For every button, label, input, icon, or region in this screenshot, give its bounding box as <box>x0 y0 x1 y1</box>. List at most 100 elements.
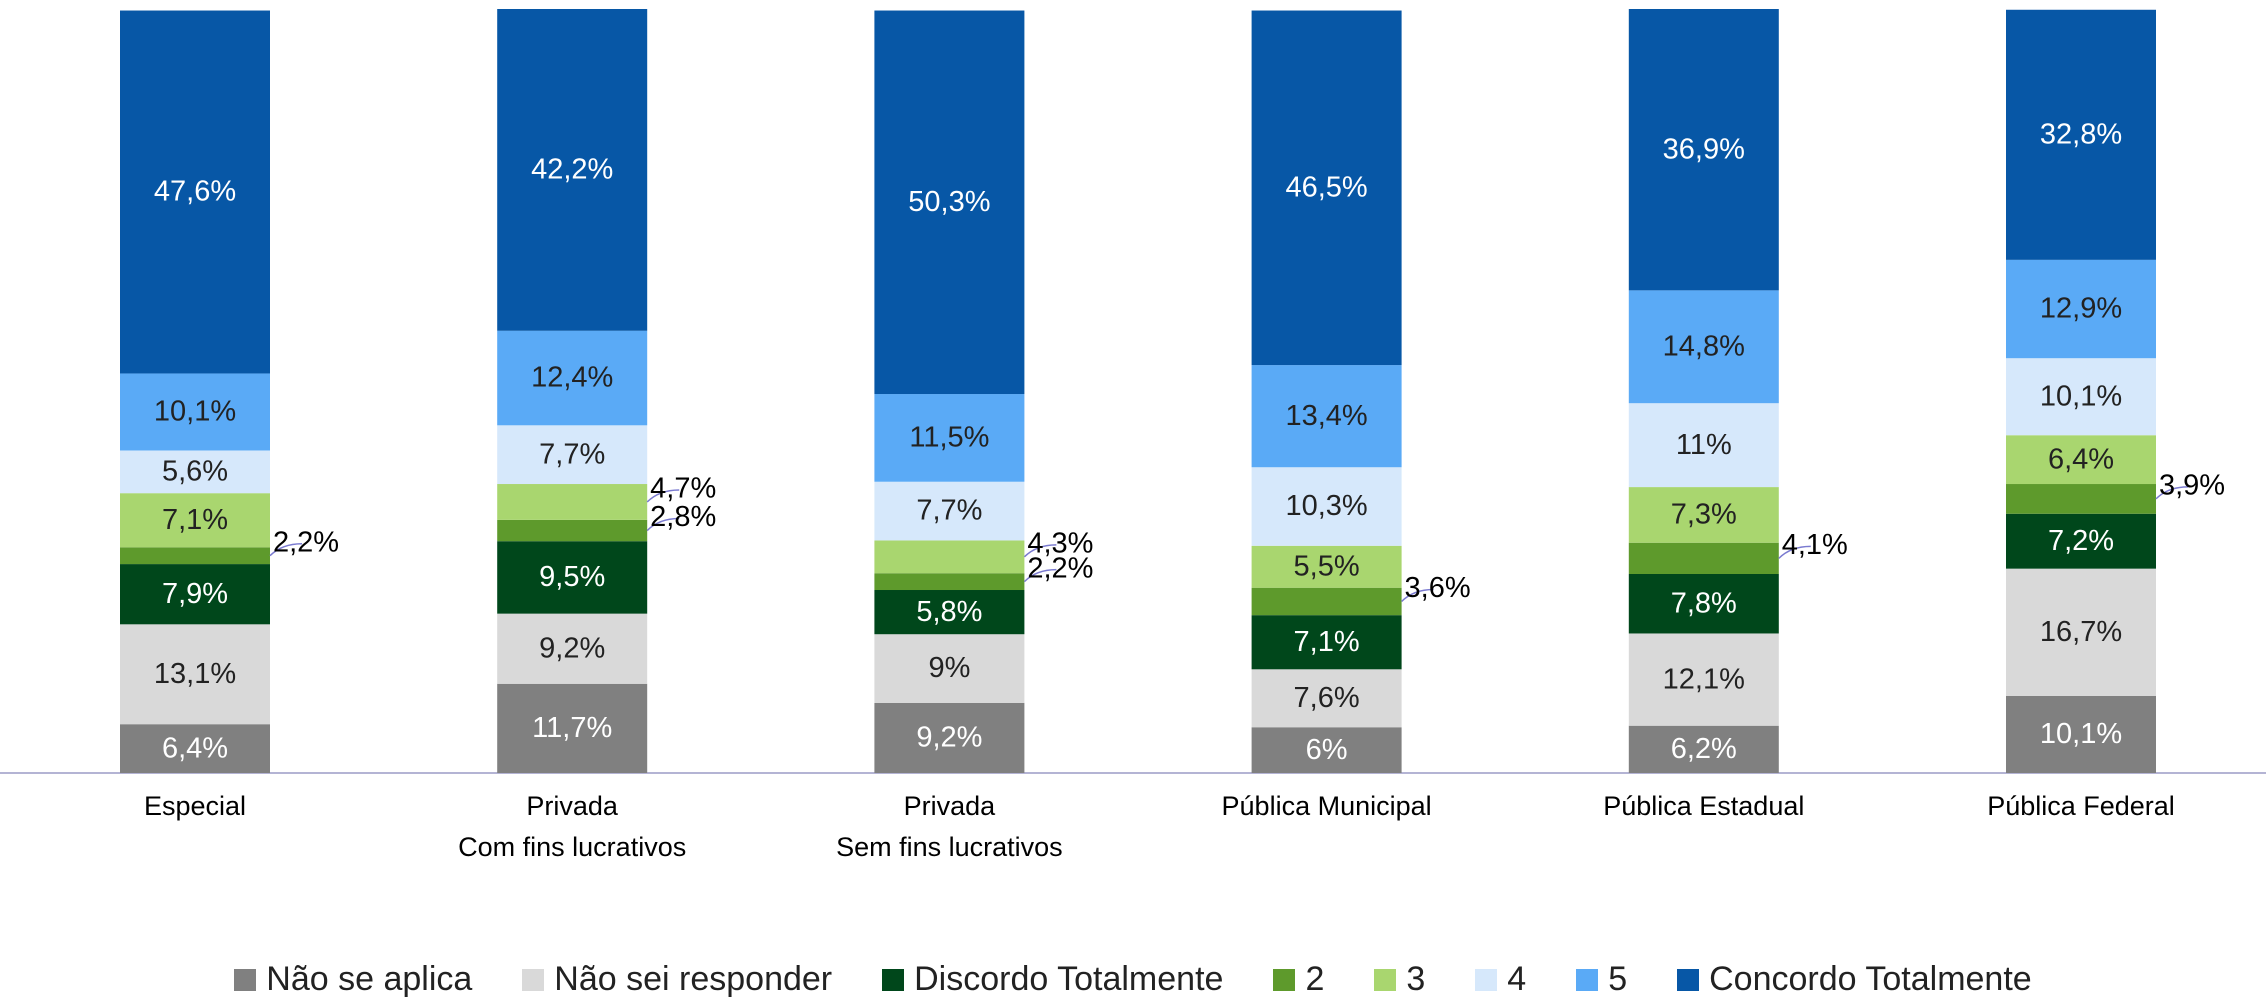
legend-swatch <box>882 968 905 991</box>
value-label: 4,7% <box>650 473 716 505</box>
legend-label: 5 <box>1608 960 1628 998</box>
legend-label: 3 <box>1406 960 1426 998</box>
value-label: 11,7% <box>532 712 612 744</box>
bar-segment <box>2006 358 2156 436</box>
value-label: 6,4% <box>162 732 228 764</box>
bar-segment <box>1628 403 1779 488</box>
x-tick-label: Privada Sem fins lucrativos <box>836 791 1063 862</box>
legend-swatch <box>1576 968 1599 991</box>
bar-segment <box>1628 573 1779 634</box>
legend-item: 3 <box>1374 960 1425 999</box>
value-label: 4,1% <box>1782 529 1848 561</box>
bar-segment <box>874 394 1025 482</box>
legend-item: 4 <box>1475 960 1526 999</box>
bar-segment <box>2006 484 2156 514</box>
value-label: 10,1% <box>2040 380 2122 412</box>
bar-segment <box>1628 633 1779 726</box>
legend-swatch <box>1475 968 1498 991</box>
value-label: 6,2% <box>1671 733 1737 765</box>
value-label: 7,8% <box>1671 587 1737 619</box>
bar-segment <box>1251 467 1402 546</box>
value-label: 12,1% <box>1663 663 1745 695</box>
bar-segment <box>120 547 270 565</box>
bar-segment <box>874 10 1025 395</box>
value-label: 4,3% <box>1027 527 1093 559</box>
leader-line <box>269 542 303 557</box>
bar-segment <box>874 573 1025 591</box>
bar-segment <box>1628 9 1779 291</box>
legend-item: Concordo Totalmente <box>1677 960 2032 999</box>
x-tick-label: Pública Federal <box>1987 791 2175 821</box>
value-label: 14,8% <box>1663 330 1745 362</box>
bar-segment <box>120 564 270 625</box>
x-tick-label: Privada Com fins lucrativos <box>458 791 687 862</box>
value-label: 7,3% <box>1671 499 1737 531</box>
value-label: 6% <box>1306 734 1348 766</box>
value-label: 50,3% <box>908 186 990 218</box>
legend-swatch <box>522 968 545 991</box>
leader-line <box>2155 486 2189 500</box>
value-label: 2,2% <box>1027 552 1093 584</box>
legend-label: Concordo Totalmente <box>1709 960 2032 998</box>
value-label: 2,2% <box>273 526 339 558</box>
x-tick-label: Pública Municipal <box>1221 791 1432 821</box>
bar-segment <box>2006 259 2156 359</box>
value-label: 12,9% <box>2040 293 2122 325</box>
bar-segment <box>120 10 270 374</box>
bar-segment <box>1251 587 1402 616</box>
legend-item: Discordo Totalmente <box>882 960 1223 999</box>
leader-line <box>646 517 680 532</box>
leader-line <box>1023 544 1057 558</box>
bar-segment <box>1251 545 1402 588</box>
bar-segment <box>1628 487 1779 543</box>
legend-item: Não sei responder <box>522 960 832 999</box>
value-label: 36,9% <box>1663 133 1745 165</box>
value-label: 2,8% <box>650 501 716 533</box>
value-label: 10,1% <box>2040 718 2122 750</box>
value-label: 9% <box>928 652 970 684</box>
value-label: 16,7% <box>2040 616 2122 648</box>
value-label: 5,5% <box>1294 550 1360 582</box>
bar-segment <box>874 481 1025 541</box>
value-label: 7,9% <box>162 578 228 610</box>
value-label: 7,1% <box>162 504 228 536</box>
leader-line <box>1401 588 1434 602</box>
value-label: 7,2% <box>2048 525 2114 557</box>
legend-item: 5 <box>1576 960 1627 999</box>
value-label: 10,1% <box>154 396 236 428</box>
legend-item: Não se aplica <box>234 960 472 999</box>
value-label: 32,8% <box>2040 118 2122 150</box>
value-label: 5,6% <box>162 455 228 487</box>
value-label: 13,4% <box>1285 400 1367 432</box>
legend-label: Não se aplica <box>266 960 473 998</box>
value-label: 9,2% <box>539 632 605 664</box>
value-label: 5,8% <box>916 596 982 628</box>
bar-segment <box>1251 727 1402 773</box>
bar-segment <box>120 450 270 494</box>
bar-segment <box>1628 290 1779 404</box>
bar-segment <box>1628 542 1779 574</box>
value-label: 47,6% <box>154 176 236 208</box>
bar-segment <box>874 702 1025 773</box>
bar-segment <box>497 9 648 331</box>
legend-label: Não sei responder <box>554 960 833 998</box>
bar-segment <box>120 373 270 451</box>
x-tick-label: Pública Estadual <box>1603 791 1805 821</box>
bar-segment <box>2006 435 2156 485</box>
value-label: 13,1% <box>154 658 236 690</box>
bar-segment <box>1251 615 1402 670</box>
value-label: 11,5% <box>909 422 989 454</box>
legend: Não se aplica Não sei responder Discordo T… <box>0 960 2266 999</box>
value-label: 7,6% <box>1294 682 1360 714</box>
bar-segment <box>497 330 648 426</box>
value-label: 9,2% <box>916 722 982 754</box>
bar-segment <box>120 493 270 548</box>
value-label: 42,2% <box>531 154 613 186</box>
leader-line <box>646 489 680 503</box>
bar-segment <box>2006 568 2156 696</box>
bar-segment <box>2006 513 2156 569</box>
legend-label: 4 <box>1507 960 1527 998</box>
legend-item: 2 <box>1273 960 1324 999</box>
value-label: 7,7% <box>916 495 982 527</box>
